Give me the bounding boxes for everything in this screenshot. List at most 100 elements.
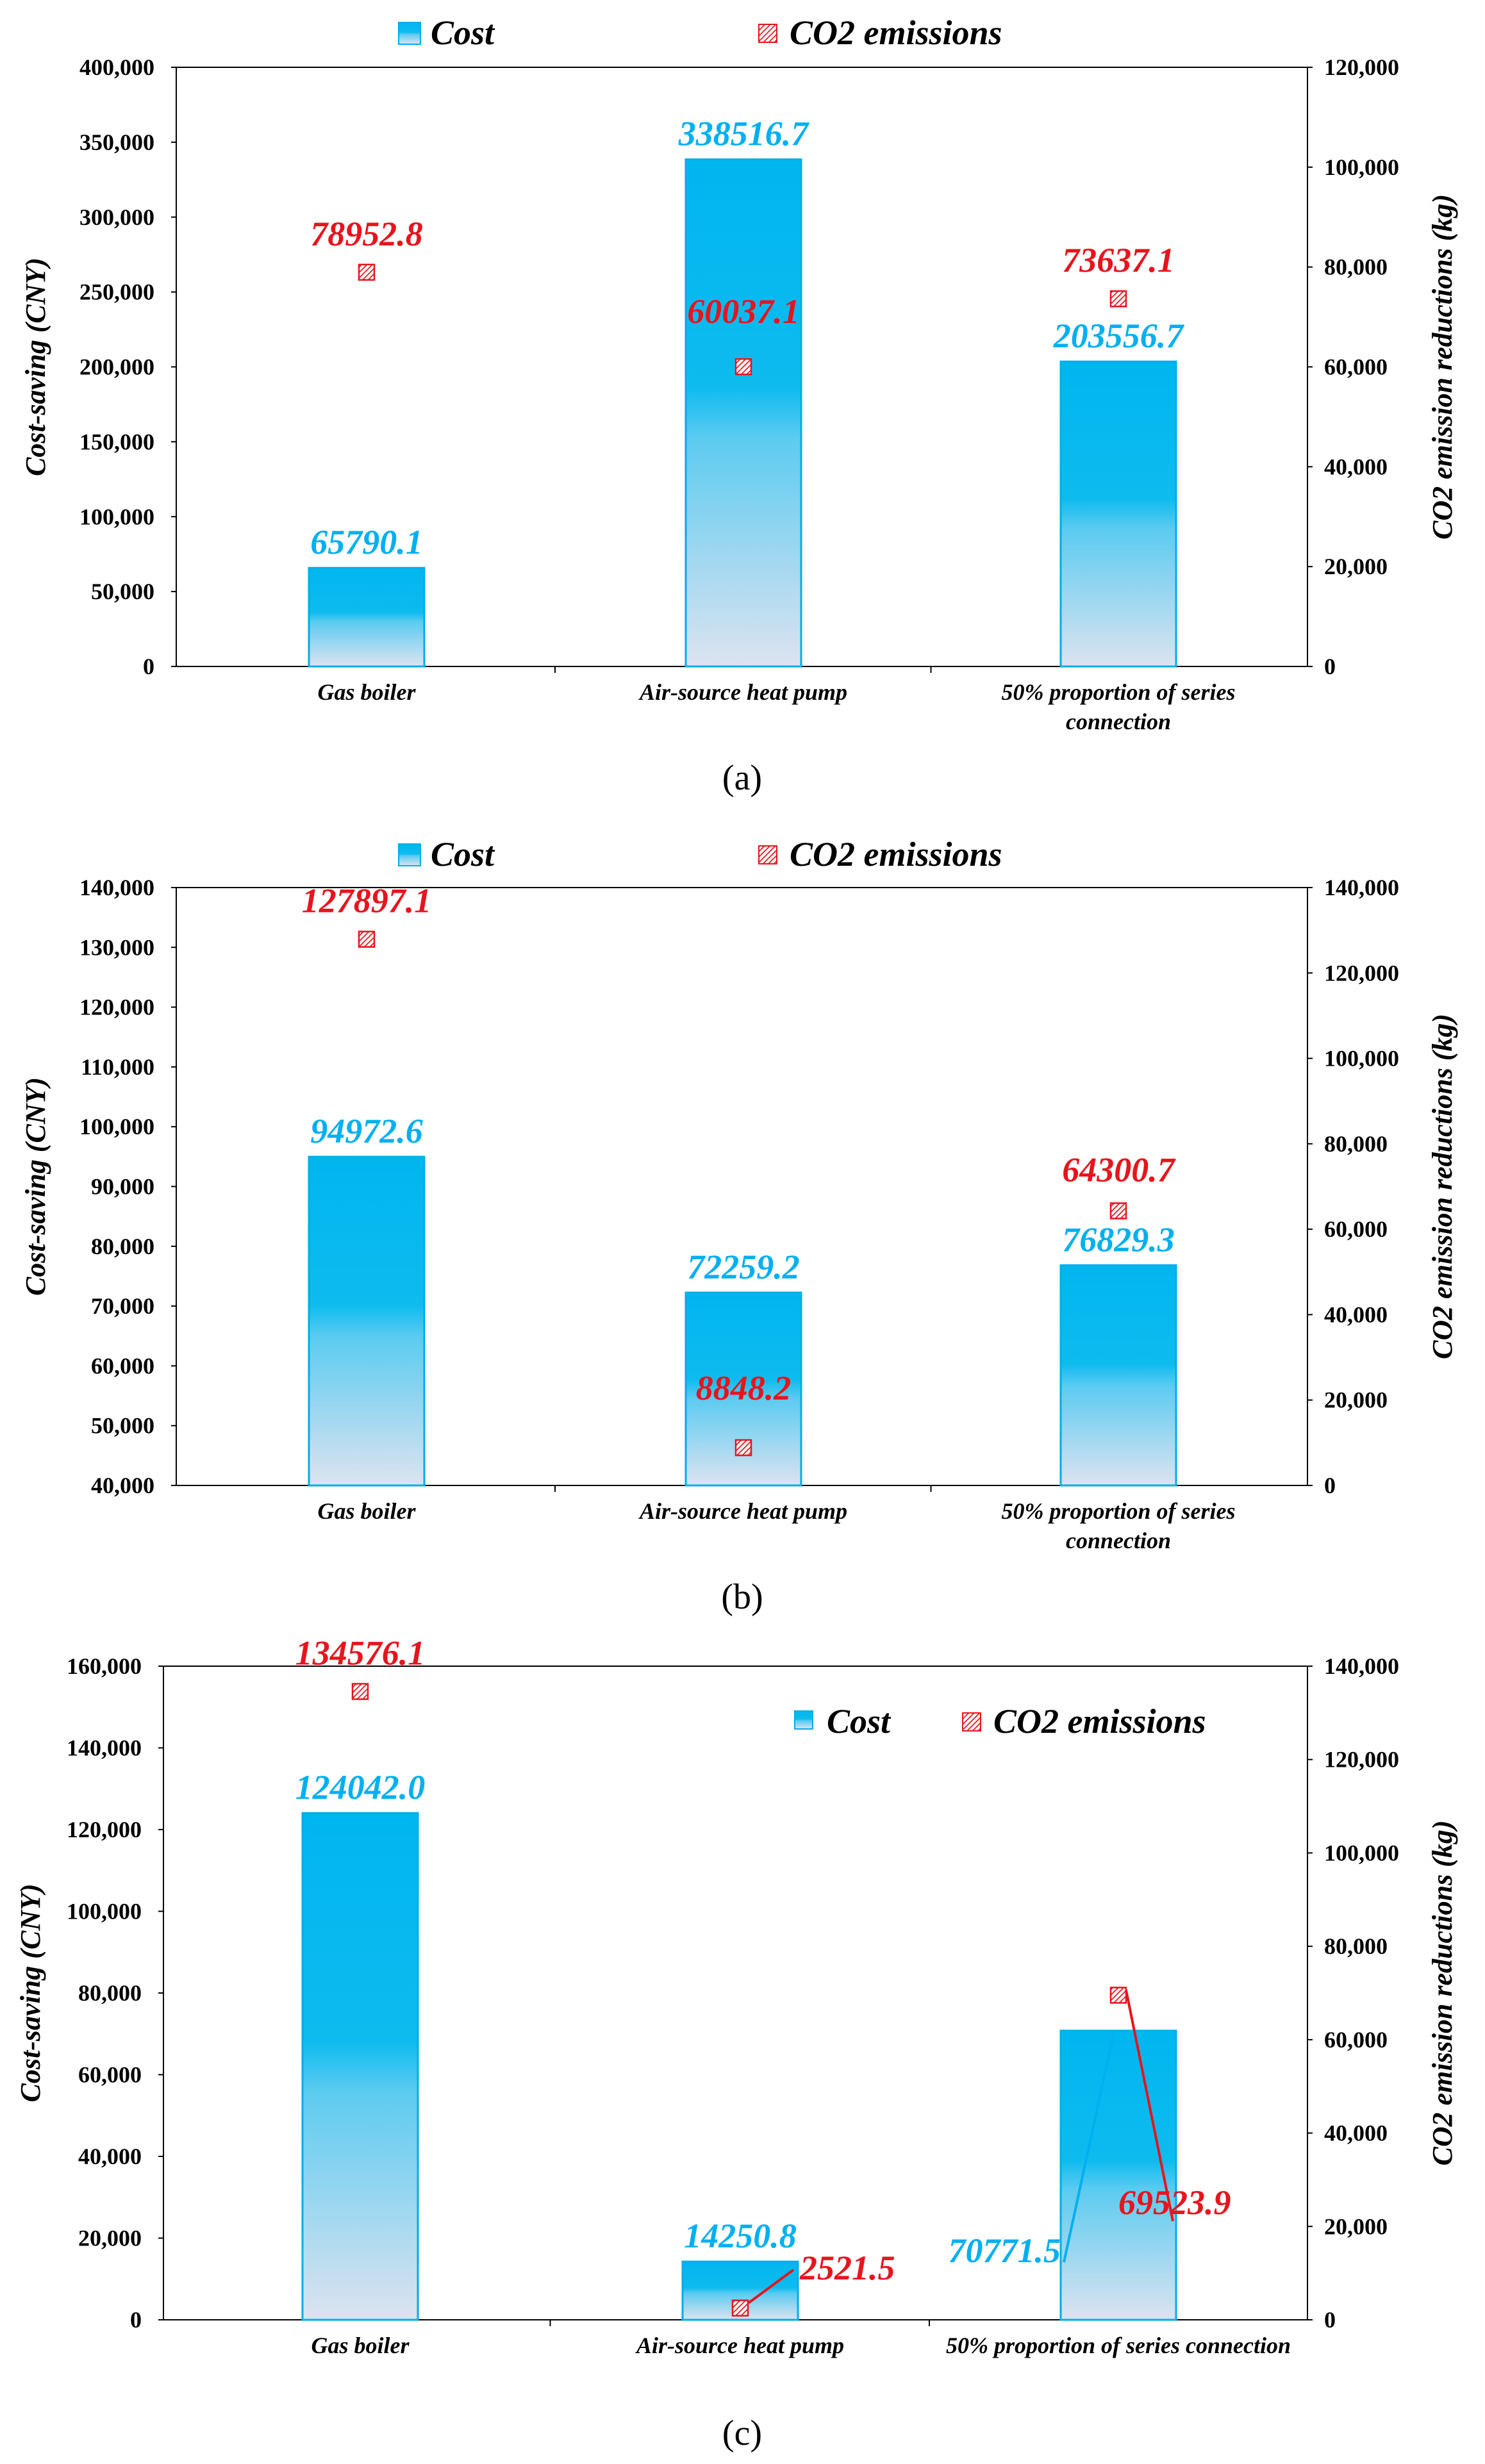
y-left-tick-label: 400,000 xyxy=(79,54,154,80)
y-left-tick-label: 0 xyxy=(143,654,154,679)
y-left-tick-label: 100,000 xyxy=(67,1899,142,1924)
y-left-tick-label: 140,000 xyxy=(67,1735,142,1761)
y-right-tick-label: 0 xyxy=(1324,2307,1336,2333)
y-left-tick-label: 350,000 xyxy=(79,129,154,155)
y-left-tick-label: 160,000 xyxy=(67,1653,142,1679)
co2-marker xyxy=(1109,290,1127,308)
cost-bar xyxy=(1059,2030,1177,2321)
cost-value-label: 203556.7 xyxy=(1053,317,1185,355)
panel-caption: (b) xyxy=(721,1577,763,1617)
y-left-tick-label: 300,000 xyxy=(79,204,154,230)
y-left-tick-label: 130,000 xyxy=(79,934,154,960)
y-left-tick-label: 40,000 xyxy=(78,2144,142,2169)
chart-panel-a: 0 50,000 100,000 150,000 200,000 250,000 300,0… xyxy=(20,13,1458,798)
cost-bar xyxy=(1059,360,1177,668)
legend-cost-label: Cost xyxy=(431,13,495,52)
x-category-label: 50% proportion of series connection xyxy=(946,2333,1291,2358)
cost-leader-line xyxy=(1063,2031,1115,2263)
x-category-label: Air-source heat pump xyxy=(638,679,847,705)
y-left-tick-label: 110,000 xyxy=(81,1054,154,1080)
co2-marker xyxy=(734,358,752,376)
cost-value-label: 94972.6 xyxy=(310,1112,423,1150)
y-left-tick-label: 40,000 xyxy=(91,1473,154,1498)
cost-bar xyxy=(308,1155,426,1487)
y-right-tick-label: 120,000 xyxy=(1324,960,1399,986)
x-category-label: Air-source heat pump xyxy=(635,2333,844,2358)
y-right-tick-label: 0 xyxy=(1324,654,1336,679)
y-axis-title-right: CO2 emission reductions (kg) xyxy=(1427,1820,1458,2165)
y-right-tick-label: 80,000 xyxy=(1324,1131,1388,1157)
y-left-tick-label: 140,000 xyxy=(79,875,154,900)
cost-value-label: 65790.1 xyxy=(310,523,423,561)
y-left-tick-label: 120,000 xyxy=(67,1817,142,1842)
chart-panel-c: 0 20,000 40,000 60,000 80,000 100,000 120,000 1… xyxy=(15,1634,1458,2453)
cost-value-label: 14250.8 xyxy=(684,2217,797,2255)
y-right-tick-label: 120,000 xyxy=(1324,1747,1399,1773)
x-category-label: Air-source heat pump xyxy=(638,1498,847,1524)
legend-cost-label: Cost xyxy=(827,1702,892,1741)
legend-cost-swatch xyxy=(398,843,421,866)
y-right-tick-label: 100,000 xyxy=(1324,1046,1399,1071)
cost-bar xyxy=(301,1812,419,2321)
x-category-label: Gas boiler xyxy=(311,2333,410,2358)
y-axis-title-right: CO2 emission reductions (kg) xyxy=(1427,1014,1458,1359)
y-right-tick-label: 60,000 xyxy=(1324,1216,1388,1242)
legend-co2-label: CO2 emissions xyxy=(790,835,1002,873)
y-left-tick-label: 100,000 xyxy=(79,504,154,529)
co2-value-label: 134576.1 xyxy=(295,1634,426,1673)
co2-marker xyxy=(351,1683,369,1700)
co2-value-label: 60037.1 xyxy=(687,292,800,331)
y-right-tick-label: 0 xyxy=(1324,1473,1336,1498)
co2-marker xyxy=(1109,1987,1127,2004)
y-axis-title-left: Cost-saving (CNY) xyxy=(15,1884,46,2103)
y-right-tick-label: 60,000 xyxy=(1324,2027,1388,2053)
y-left-tick-label: 100,000 xyxy=(79,1114,154,1139)
y-left-tick-label: 50,000 xyxy=(91,1413,154,1439)
y-right-tick-label: 140,000 xyxy=(1324,1653,1399,1679)
y-right-tick-label: 80,000 xyxy=(1324,254,1388,280)
co2-value-label: 8848.2 xyxy=(696,1369,792,1407)
y-left-tick-label: 150,000 xyxy=(79,429,154,454)
y-right-tick-label: 20,000 xyxy=(1324,2213,1388,2239)
panel-caption: (a) xyxy=(722,758,762,798)
y-right-tick-label: 140,000 xyxy=(1324,875,1399,900)
cost-value-label: 338516.7 xyxy=(678,115,810,153)
y-left-tick-label: 120,000 xyxy=(79,995,154,1020)
cost-value-label: 70771.5 xyxy=(949,2231,1061,2270)
y-left-tick-label: 80,000 xyxy=(91,1234,154,1259)
legend-co2-label: CO2 emissions xyxy=(790,13,1002,52)
x-category-label: connection xyxy=(1066,1528,1171,1553)
y-right-tick-label: 40,000 xyxy=(1324,1302,1388,1327)
cost-value-label: 124042.0 xyxy=(295,1768,426,1807)
y-left-tick-label: 80,000 xyxy=(78,1980,142,2006)
legend-co2-swatch xyxy=(758,845,777,864)
co2-value-label: 73637.1 xyxy=(1062,241,1175,279)
y-left-tick-label: 250,000 xyxy=(79,279,154,305)
co2-value-label: 69523.9 xyxy=(1118,2183,1231,2222)
cost-bar xyxy=(308,566,426,668)
legend-cost-label: Cost xyxy=(431,835,495,873)
cost-bar xyxy=(684,158,802,668)
cost-value-label: 76829.3 xyxy=(1062,1220,1175,1259)
y-right-tick-label: 100,000 xyxy=(1324,1840,1399,1865)
y-right-tick-label: 40,000 xyxy=(1324,454,1388,479)
co2-leader-line xyxy=(747,2269,795,2304)
co2-marker xyxy=(358,263,376,281)
co2-leader-line xyxy=(1125,1990,1174,2222)
co2-marker xyxy=(734,1439,752,1457)
co2-value-label: 2521.5 xyxy=(799,2249,895,2287)
co2-marker xyxy=(1109,1202,1127,1220)
x-category-label: 50% proportion of series xyxy=(1001,679,1235,705)
legend-co2-label: CO2 emissions xyxy=(993,1702,1206,1741)
co2-marker xyxy=(358,930,376,948)
y-right-tick-label: 40,000 xyxy=(1324,2121,1388,2146)
y-right-tick-label: 20,000 xyxy=(1324,554,1388,579)
y-right-tick-label: 80,000 xyxy=(1324,1933,1388,1959)
y-left-tick-label: 70,000 xyxy=(91,1293,154,1319)
legend-cost-swatch xyxy=(794,1710,813,1730)
y-left-tick-label: 200,000 xyxy=(79,354,154,380)
chart-panel-b: 40,000 50,000 60,000 70,000 80,000 90,000 100,… xyxy=(20,835,1458,1617)
y-left-tick-label: 0 xyxy=(130,2307,142,2333)
y-axis-title-right: CO2 emission reductions (kg) xyxy=(1427,194,1458,540)
